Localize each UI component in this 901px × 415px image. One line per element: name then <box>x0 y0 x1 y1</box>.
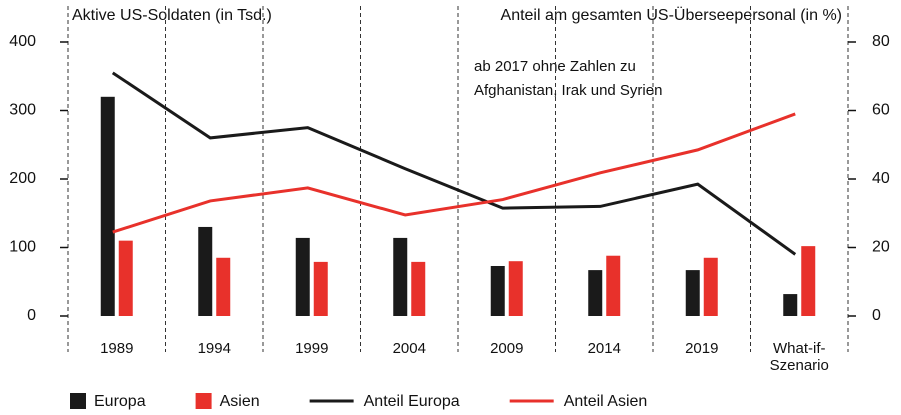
x-tick-label-box: 2019 <box>685 340 719 357</box>
line <box>112 112 796 234</box>
legend-label: Asien <box>220 393 260 410</box>
y-tick-label: 100 <box>9 239 36 256</box>
y2-tick-label: 60 <box>872 102 890 119</box>
annotation: ab 2017 ohne Zahlen zu <box>474 58 636 75</box>
x-tick-label: 2014 <box>587 340 621 357</box>
x-tick-label: 1999 <box>295 340 329 357</box>
bar <box>801 246 816 316</box>
x-tick-label: 2009 <box>490 340 524 357</box>
bar <box>508 261 523 316</box>
y2-tick-label: 40 <box>872 170 890 187</box>
annotation: Afghanistan, Irak und Syrien <box>474 82 662 99</box>
x-tick-label: What-if-Szenario <box>769 340 829 374</box>
bar <box>588 270 603 316</box>
bar <box>703 257 718 316</box>
legend-swatch <box>195 393 212 409</box>
x-tick-label: 2019 <box>685 340 719 357</box>
x-tick-label: 1989 <box>100 340 134 357</box>
x-tick-label-box: 1989 <box>100 340 134 357</box>
x-tick-label-box: 2004 <box>392 340 426 357</box>
x-tick-label-box: 2009 <box>490 340 524 357</box>
bar <box>411 261 426 316</box>
bar <box>100 96 115 316</box>
x-tick-label: 2004 <box>392 340 426 357</box>
bar <box>216 257 231 316</box>
y-tick-label: 400 <box>9 33 36 50</box>
x-tick-label-box: 1994 <box>197 340 231 357</box>
y-tick-label: 200 <box>9 170 36 187</box>
y-tick-label: 300 <box>9 102 36 119</box>
bar <box>198 226 213 316</box>
legend-label: Anteil Asien <box>564 393 648 410</box>
bar <box>118 240 133 316</box>
bar <box>490 265 505 316</box>
bar <box>295 237 310 316</box>
legend-label: Europa <box>94 393 146 410</box>
y-axis-title: Aktive US-Soldaten (in Tsd.) <box>72 7 272 24</box>
bar <box>685 270 700 316</box>
y2-tick-label: 80 <box>872 33 890 50</box>
x-tick-label-box: What-if-Szenario <box>769 340 829 374</box>
line <box>111 71 797 256</box>
x-tick-label: 1994 <box>197 340 231 357</box>
y2-tick-label: 0 <box>872 307 881 324</box>
bar <box>783 294 798 316</box>
y2-axis-title: Anteil am gesamten US-Überseepersonal (i… <box>501 6 842 24</box>
bar <box>313 261 328 316</box>
bar <box>606 255 621 316</box>
legend-label: Anteil Europa <box>364 393 460 410</box>
x-tick-label-box: 2014 <box>587 340 621 357</box>
bar <box>393 237 408 316</box>
legend-swatch <box>70 393 86 409</box>
x-tick-label-box: 1999 <box>295 340 329 357</box>
y-tick-label: 0 <box>27 307 36 324</box>
y2-tick-label: 20 <box>872 239 890 256</box>
